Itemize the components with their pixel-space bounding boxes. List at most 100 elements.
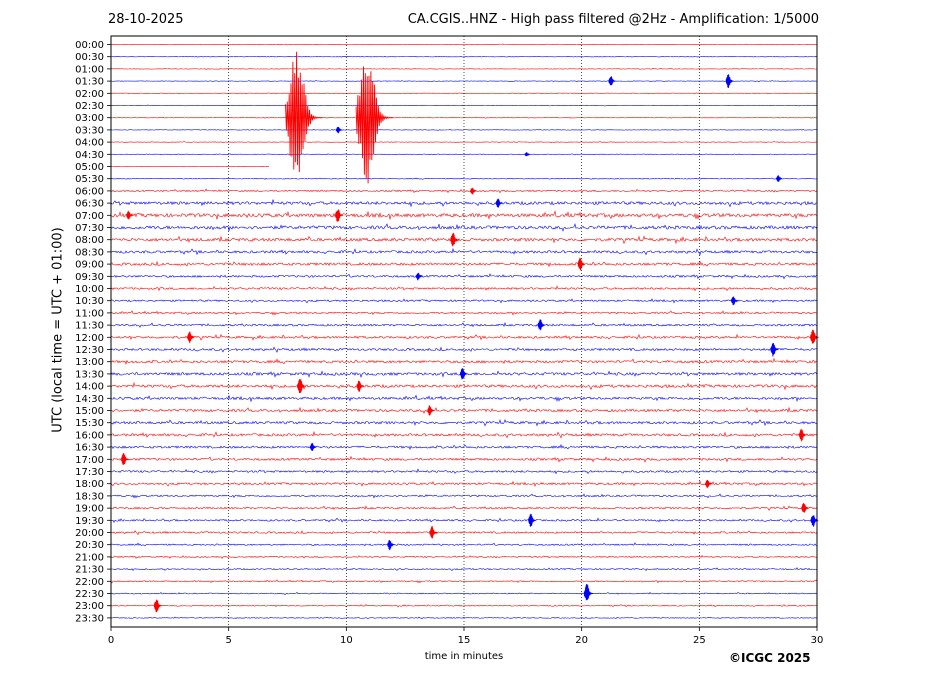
event-1200-17: [187, 331, 195, 344]
event-1930-28: [528, 513, 536, 527]
gridline-group: [228, 36, 700, 627]
event-1800-26: [705, 480, 712, 489]
event-2230-32: [583, 584, 594, 601]
y-tick-label-1530: 15:30: [75, 418, 104, 429]
event-0530-6: [775, 175, 783, 182]
event-1230-18: [770, 343, 779, 357]
y-tick-label-1300: 13:00: [75, 357, 104, 368]
trace-2000: [110, 530, 818, 536]
y-tick-label-0400: 04:00: [75, 138, 104, 149]
y-tick-label-0200: 02:00: [75, 89, 104, 100]
x-tick-label-10: 10: [340, 635, 353, 646]
event-0700-10: [126, 210, 133, 220]
y-tick-label-0330: 03:30: [75, 125, 104, 136]
trace-1630: [110, 443, 818, 451]
y-tick-label-1730: 17:30: [75, 467, 104, 478]
event-0630-8: [495, 198, 503, 208]
y-tick-label-1930: 19:30: [75, 516, 104, 527]
y-tick-label-0930: 09:30: [75, 272, 104, 283]
event-0600-7: [470, 187, 477, 195]
event-0700-9: [335, 209, 344, 222]
y-tick-label-2230: 22:30: [75, 589, 104, 600]
x-tick-label-0: 0: [108, 635, 114, 646]
y-tick-label-1030: 10:30: [75, 296, 104, 307]
trace-1930: [110, 517, 818, 524]
event-1700-25: [121, 452, 129, 466]
x-tick-label-20: 20: [575, 635, 588, 646]
event-0900-12: [577, 257, 586, 271]
event-1030-14: [730, 296, 738, 306]
y-tick-label-1500: 15:00: [75, 406, 104, 417]
event-2030-31: [387, 540, 395, 551]
trace-1400: [110, 381, 818, 391]
trace-2230: [110, 591, 818, 595]
y-tick-label-1200: 12:00: [75, 333, 104, 344]
y-tick-label-0900: 09:00: [75, 260, 104, 271]
chart-title: CA.CGIS..HNZ - High pass filtered @2Hz -…: [407, 12, 819, 27]
event-1900-27: [801, 503, 809, 513]
event-1400-21: [356, 380, 364, 392]
x-tick-label-30: 30: [811, 635, 824, 646]
trace-0030: [110, 55, 818, 58]
event-0130-1: [725, 74, 734, 88]
trace-0400: [110, 141, 818, 144]
y-tick-label-2300: 23:00: [75, 601, 104, 612]
trace-2030: [110, 542, 818, 547]
y-tick-label-1230: 12:30: [75, 345, 104, 356]
y-tick-label-0500: 05:00: [75, 162, 104, 173]
event-2000-30: [429, 526, 438, 539]
y-tick-label-2330: 23:30: [75, 613, 104, 624]
event-2300-33: [153, 599, 162, 613]
trace-1130: [110, 321, 818, 328]
trace-2300: [110, 604, 818, 608]
y-tick-label-2100: 21:00: [75, 552, 104, 563]
y-tick-label-0000: 00:00: [75, 40, 104, 51]
y-tick-label-1830: 18:30: [75, 491, 104, 502]
x-axis-label: time in minutes: [424, 651, 504, 662]
x-tick-group: 0 5 10 15 20 25 30: [108, 627, 824, 646]
trace-group: [110, 43, 818, 620]
y-tick-label-1630: 16:30: [75, 443, 104, 454]
trace-0430: [110, 153, 818, 156]
y-tick-label-1430: 14:30: [75, 394, 104, 405]
y-tick-label-1330: 13:30: [75, 369, 104, 380]
y-tick-label-0730: 07:30: [75, 223, 104, 234]
event-1130-15: [537, 319, 546, 331]
trace-0000: [110, 43, 818, 46]
y-tick-label-0300: 03:00: [75, 113, 104, 124]
y-tick-label-0600: 06:00: [75, 186, 104, 197]
event-1630-24: [309, 442, 317, 451]
trace-2100: [110, 554, 818, 559]
trace-0530: [110, 177, 818, 180]
event-0800-11: [450, 232, 459, 247]
event-0130-0: [608, 76, 616, 86]
y-tick-label-0630: 06:30: [75, 199, 104, 210]
y-tick-label-2030: 20:30: [75, 540, 104, 551]
y-tick-label-0100: 01:00: [75, 64, 104, 75]
x-tick-label-25: 25: [693, 635, 706, 646]
y-tick-label-1130: 11:30: [75, 321, 104, 332]
y-tick-label-1800: 18:00: [75, 479, 104, 490]
event-1600-23: [798, 429, 807, 442]
y-tick-label-0800: 08:00: [75, 235, 104, 246]
y-tick-label-2200: 22:00: [75, 577, 104, 588]
event-1500-22: [427, 405, 435, 416]
trace-0600: [110, 188, 818, 194]
y-tick-label-0530: 05:30: [75, 174, 104, 185]
trace-0630: [110, 199, 818, 208]
event-1330-19: [459, 368, 468, 380]
trace-0730: [110, 223, 818, 232]
event-0330-4: [335, 126, 343, 134]
trace-0700: [110, 210, 818, 220]
y-tick-label-1700: 17:00: [75, 455, 104, 466]
plot-frame: [110, 35, 818, 628]
trace-1500: [110, 406, 818, 414]
y-tick-label-0430: 04:30: [75, 150, 104, 161]
date-label: 28-10-2025: [108, 12, 184, 27]
trace-1230: [110, 346, 818, 353]
y-tick-label-0030: 00:30: [75, 52, 104, 63]
x-tick-label-5: 5: [225, 635, 231, 646]
trace-0900: [110, 260, 818, 268]
